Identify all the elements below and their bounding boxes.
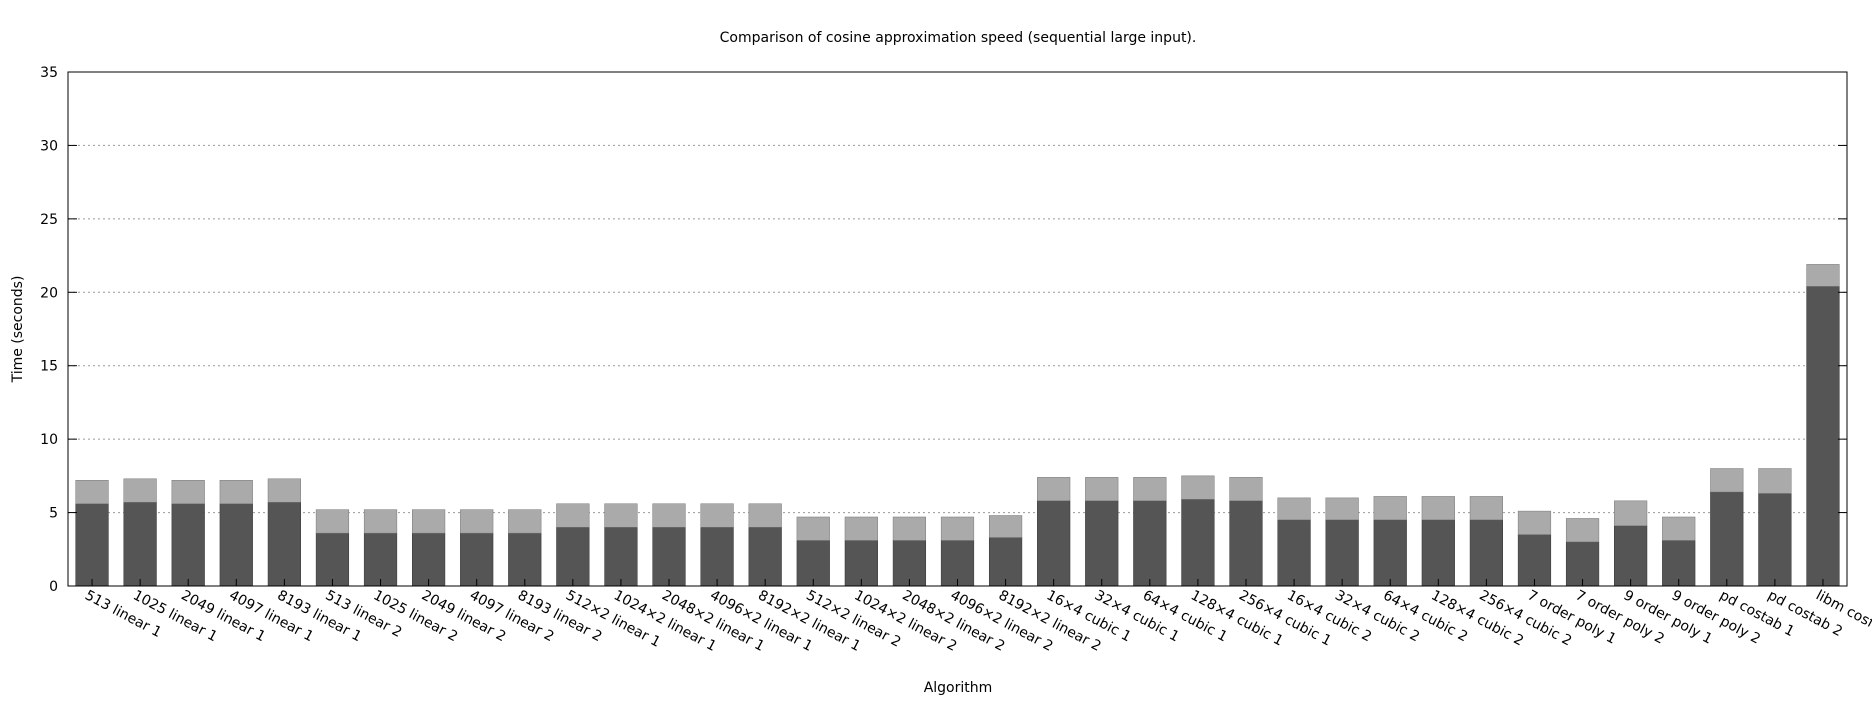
bar-upper bbox=[460, 509, 494, 534]
bar-upper bbox=[1517, 510, 1552, 535]
bar-lower bbox=[1565, 541, 1600, 587]
bar-upper bbox=[796, 516, 830, 541]
bar-lower bbox=[315, 532, 350, 587]
bar-lower bbox=[748, 527, 782, 587]
bar-upper bbox=[556, 503, 590, 528]
bar-lower bbox=[652, 527, 686, 587]
bar-lower bbox=[1277, 519, 1311, 587]
bar-lower bbox=[363, 532, 398, 587]
bar-upper bbox=[1421, 496, 1455, 521]
gridlines bbox=[68, 144, 1847, 514]
bar-lower bbox=[892, 540, 927, 587]
bar-lower bbox=[219, 503, 253, 587]
bar-upper bbox=[1758, 468, 1792, 494]
bar-upper bbox=[267, 478, 301, 503]
bar-lower bbox=[604, 527, 638, 587]
y-axis-label: Time (seconds) bbox=[10, 276, 26, 384]
y-axis-ticks: 0 5 10 15 20 25 30 35 bbox=[40, 65, 1847, 595]
bar-upper bbox=[1325, 497, 1359, 521]
bar-upper bbox=[940, 516, 975, 541]
bar-upper bbox=[123, 478, 157, 503]
chart-title: Comparison of cosine approximation speed… bbox=[720, 30, 1197, 46]
bar-lower bbox=[1469, 519, 1503, 587]
bar-lower bbox=[988, 537, 1023, 587]
bar-lower bbox=[75, 503, 109, 587]
bar-upper bbox=[1710, 468, 1744, 493]
bar-lower bbox=[1085, 500, 1119, 587]
bar-upper bbox=[892, 516, 927, 541]
y-tick-label: 30 bbox=[40, 138, 58, 154]
bar-lower bbox=[508, 532, 542, 587]
bar-upper bbox=[412, 509, 446, 534]
bar-upper bbox=[363, 509, 398, 534]
bar-lower bbox=[1229, 500, 1263, 587]
plot-frame bbox=[67, 71, 1848, 587]
bar-upper bbox=[1037, 477, 1071, 502]
bar-upper bbox=[700, 503, 734, 528]
bar-lower bbox=[1133, 500, 1167, 587]
y-tick-label: 25 bbox=[40, 212, 58, 228]
bar-lower bbox=[1373, 519, 1407, 587]
bar-lower bbox=[940, 540, 975, 587]
bar-lower bbox=[1037, 500, 1071, 587]
bar-lower bbox=[796, 540, 830, 587]
y-tick-label: 15 bbox=[40, 359, 58, 375]
bar-upper bbox=[1181, 475, 1215, 500]
bar-lower bbox=[1325, 519, 1359, 587]
bar-upper bbox=[652, 503, 686, 528]
bar-upper bbox=[1662, 516, 1696, 541]
bar-upper bbox=[844, 516, 878, 541]
bar-upper bbox=[1373, 496, 1407, 521]
bar-upper bbox=[315, 509, 350, 534]
bar-lower bbox=[267, 502, 301, 587]
bar-lower bbox=[556, 527, 590, 587]
y-tick-label: 35 bbox=[40, 65, 58, 81]
bar-lower bbox=[1517, 534, 1552, 587]
bar-upper bbox=[988, 515, 1023, 538]
bar-lower bbox=[460, 532, 494, 587]
bar-lower bbox=[700, 527, 734, 587]
bar-lower bbox=[1758, 493, 1792, 587]
bar-upper bbox=[1085, 477, 1119, 502]
bar-lower bbox=[1662, 540, 1696, 587]
bar-upper bbox=[748, 503, 782, 528]
bar-upper bbox=[1565, 518, 1600, 543]
bar-lower bbox=[1614, 525, 1648, 587]
bar-lower bbox=[123, 502, 157, 587]
y-tick-label: 20 bbox=[40, 285, 58, 301]
bar-upper bbox=[171, 480, 205, 505]
bar-upper bbox=[1133, 477, 1167, 502]
y-tick-label: 10 bbox=[40, 432, 58, 448]
bar-upper bbox=[1806, 264, 1840, 287]
bar-lower bbox=[171, 503, 205, 587]
bar-upper bbox=[1277, 497, 1311, 521]
bar-upper bbox=[1614, 500, 1648, 527]
bar-upper bbox=[1469, 496, 1503, 521]
bar-upper bbox=[75, 480, 109, 505]
bar-lower bbox=[1710, 491, 1744, 587]
bar-lower bbox=[1181, 499, 1215, 587]
bar-upper bbox=[219, 480, 253, 505]
bar-lower bbox=[1806, 286, 1840, 587]
x-axis-label: Algorithm bbox=[924, 680, 993, 696]
bar-lower bbox=[412, 532, 446, 587]
y-tick-label: 0 bbox=[49, 579, 58, 595]
bar-upper bbox=[1229, 477, 1263, 502]
y-tick-label: 5 bbox=[49, 506, 58, 522]
bar-upper bbox=[604, 503, 638, 528]
bar-upper bbox=[508, 509, 542, 534]
bars bbox=[75, 264, 1840, 587]
bar-lower bbox=[1421, 519, 1455, 587]
